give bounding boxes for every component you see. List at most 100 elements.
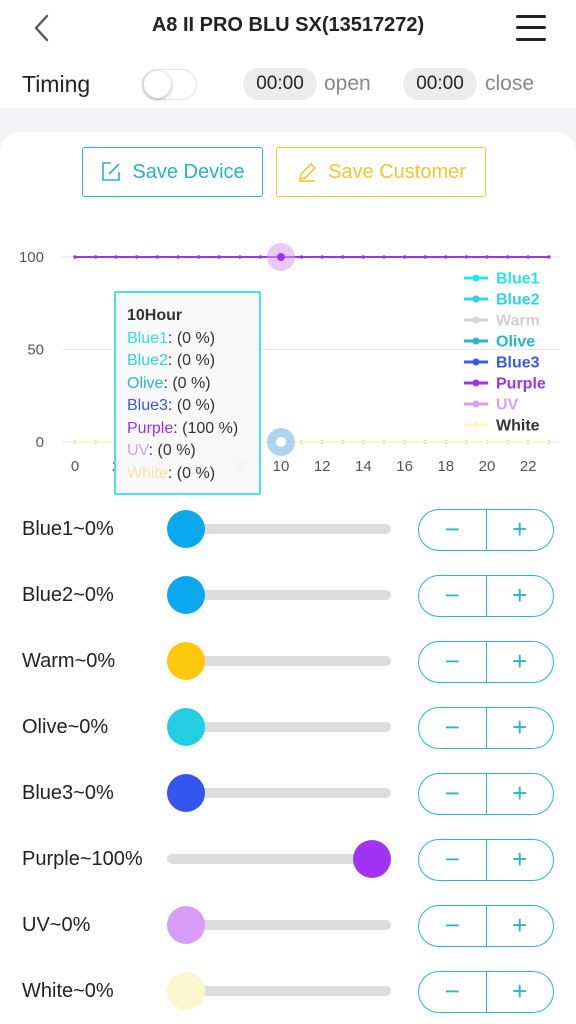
slider-track[interactable] <box>167 788 391 798</box>
data-point <box>402 440 407 444</box>
pencil-icon <box>299 162 317 182</box>
spectrum-chart[interactable]: 0501000246810121416182022Blue1Blue2WarmO… <box>0 232 576 482</box>
tooltip-row: Blue2: (0 %) <box>127 350 259 373</box>
legend-swatch-dot <box>472 316 480 324</box>
save-device-label: Save Device <box>132 160 245 183</box>
decrement-button[interactable]: − <box>419 708 487 748</box>
slider-track[interactable] <box>167 986 391 996</box>
slider-thumb[interactable] <box>167 510 205 548</box>
timing-label: Timing <box>22 71 91 97</box>
decrement-button[interactable]: − <box>419 510 487 550</box>
save-customer-button[interactable]: Save Customer <box>276 147 486 197</box>
legend-label-blue2: Blue2 <box>496 292 540 309</box>
legend-label-purple: Purple <box>496 376 546 393</box>
value-stepper: − + <box>418 641 554 683</box>
slider-row: Warm~0% − + <box>0 641 576 707</box>
data-point <box>114 255 118 259</box>
legend-label-warm: Warm <box>496 313 540 330</box>
tooltip-series-value: : (0 %) <box>167 329 216 347</box>
legend-label-blue3: Blue3 <box>496 355 540 372</box>
slider-label: Purple~100% <box>22 848 143 870</box>
slider-thumb[interactable] <box>167 642 205 680</box>
back-chevron-icon[interactable] <box>28 12 56 44</box>
slider-label: Olive~0% <box>22 716 109 738</box>
slider-thumb[interactable] <box>167 906 205 944</box>
data-point <box>444 440 448 444</box>
data-point <box>73 440 77 444</box>
value-stepper: − + <box>418 575 554 617</box>
close-time-picker[interactable]: 00:00 <box>403 68 477 100</box>
legend-label-uv: UV <box>496 397 519 414</box>
increment-button[interactable]: + <box>512 580 528 610</box>
data-point <box>547 255 551 259</box>
slider-track[interactable] <box>167 524 391 534</box>
slider-thumb[interactable] <box>167 576 205 614</box>
tooltip-series-value: : (0 %) <box>167 397 216 414</box>
decrement-button[interactable]: − <box>419 972 487 1012</box>
slider-track[interactable] <box>167 854 391 864</box>
slider-track[interactable] <box>167 590 391 600</box>
data-point <box>361 255 366 259</box>
tooltip-series-name: White <box>127 464 168 482</box>
data-point <box>176 255 180 259</box>
data-point <box>526 440 530 444</box>
increment-button[interactable]: + <box>512 844 528 874</box>
data-point <box>196 255 201 259</box>
top-bar: A8 II PRO BLU SX(13517272) <box>0 0 576 62</box>
data-point <box>299 440 304 444</box>
timing-toggle[interactable] <box>142 69 197 100</box>
close-label: close <box>485 72 535 95</box>
legend-swatch-dot <box>472 358 480 366</box>
tooltip-row: White: (0 %) <box>127 463 259 486</box>
tooltip-series-name: Blue1 <box>127 329 168 347</box>
increment-button[interactable]: + <box>512 976 528 1006</box>
data-point <box>217 255 221 259</box>
slider-label: Warm~0% <box>22 650 116 672</box>
decrement-button[interactable]: − <box>419 906 487 946</box>
slider-thumb[interactable] <box>353 840 391 878</box>
decrement-button[interactable]: − <box>419 840 487 880</box>
hamburger-menu-icon[interactable] <box>516 12 548 44</box>
data-point <box>464 440 469 444</box>
timing-row: Timing 00:00 open 00:00 close <box>0 62 576 108</box>
slider-row: Blue3~0% − + <box>0 773 576 839</box>
tooltip-series-value: : (100 %) <box>173 419 239 437</box>
open-label: open <box>324 72 371 95</box>
slider-thumb[interactable] <box>167 708 205 746</box>
increment-button[interactable]: + <box>512 514 528 544</box>
slider-track[interactable] <box>167 920 391 930</box>
edit-box-icon <box>102 162 121 181</box>
slider-thumb[interactable] <box>167 774 205 812</box>
save-customer-label: Save Customer <box>328 160 466 183</box>
decrement-button[interactable]: − <box>419 642 487 682</box>
tooltip-series-value: : (0 %) <box>148 442 196 459</box>
decrement-button[interactable]: − <box>419 774 487 814</box>
data-point <box>258 255 263 259</box>
increment-button[interactable]: + <box>512 910 528 940</box>
slider-thumb[interactable] <box>167 972 205 1010</box>
slider-track[interactable] <box>167 656 391 666</box>
data-point <box>73 255 77 259</box>
slider-row: Purple~100% − + <box>0 839 576 905</box>
legend-swatch-dot <box>472 421 480 429</box>
save-device-button[interactable]: Save Device <box>82 147 263 197</box>
slider-row: Blue1~0% − + <box>0 509 576 575</box>
value-stepper: − + <box>418 707 554 749</box>
data-point <box>320 440 325 444</box>
decrement-button[interactable]: − <box>419 576 487 616</box>
slider-row: Olive~0% − + <box>0 707 576 773</box>
y-tick-label: 100 <box>19 249 44 266</box>
increment-button[interactable]: + <box>512 712 528 742</box>
slider-track[interactable] <box>167 722 391 732</box>
data-point <box>485 255 489 259</box>
data-point <box>485 440 489 444</box>
x-tick-label: 20 <box>479 458 496 475</box>
open-time-picker[interactable]: 00:00 <box>243 68 317 100</box>
data-point <box>526 255 530 259</box>
increment-button[interactable]: + <box>512 778 528 808</box>
value-stepper: − + <box>418 509 554 551</box>
increment-button[interactable]: + <box>512 646 528 676</box>
slider-label: Blue3~0% <box>22 782 114 804</box>
slider-row: White~0% − + <box>0 971 576 1024</box>
toggle-knob <box>144 71 171 98</box>
